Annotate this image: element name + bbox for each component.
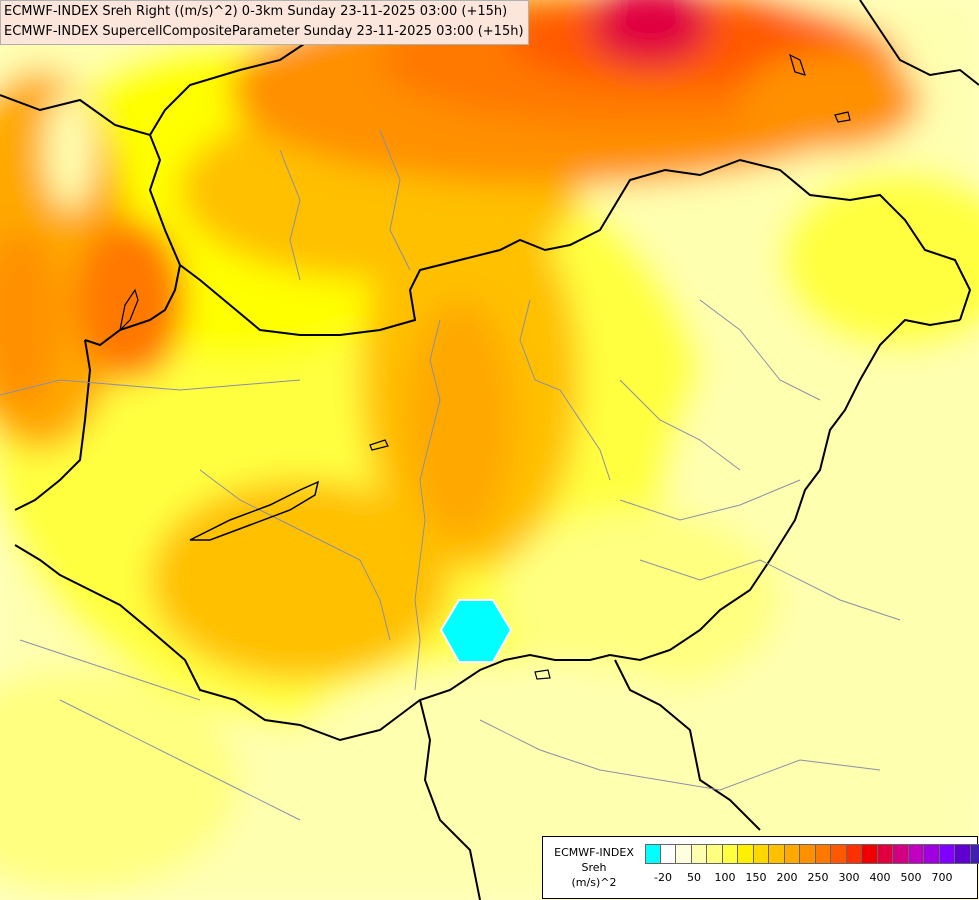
color-legend: ECMWF-INDEX Sreh (m/s)^2 -20 50 100 150 200 2…	[542, 836, 979, 899]
legend-tick-labels: -20 50 100 150 200 250 300 400 500 700	[645, 871, 967, 887]
legend-swatch	[815, 844, 831, 864]
legend-swatch	[722, 844, 738, 864]
legend-swatch	[862, 844, 878, 864]
legend-color-scale	[645, 844, 979, 864]
legend-swatch	[645, 844, 661, 864]
title-line-scp: ECMWF-INDEX SupercellCompositeParameter …	[4, 24, 524, 39]
legend-swatch	[893, 844, 909, 864]
legend-tick-label: 200	[776, 871, 798, 884]
legend-swatch	[738, 844, 754, 864]
legend-swatch	[769, 844, 785, 864]
rivers-and-regions	[0, 129, 901, 821]
legend-source: ECMWF-INDEX	[554, 846, 634, 859]
legend-swatch	[707, 844, 723, 864]
legend-swatch	[676, 844, 692, 864]
legend-swatch	[831, 844, 847, 864]
legend-swatch	[877, 844, 893, 864]
lake-outline	[119, 288, 139, 332]
title-line-sreh: ECMWF-INDEX Sreh Right ((m/s)^2) 0-3km S…	[4, 4, 508, 19]
legend-parameter: Sreh	[581, 861, 607, 874]
lake-outline	[789, 53, 806, 76]
lake-outline	[369, 439, 389, 451]
lake-outline	[834, 111, 851, 123]
legend-tick-label: 700	[931, 871, 953, 884]
scp-hexagon-marker	[439, 599, 513, 663]
legend-swatch	[753, 844, 769, 864]
legend-swatch	[784, 844, 800, 864]
legend-swatch	[660, 844, 676, 864]
legend-tick-label: 500	[900, 871, 922, 884]
legend-tick-label: 250	[807, 871, 829, 884]
legend-swatch	[924, 844, 940, 864]
lake-outline	[189, 480, 320, 541]
legend-label: ECMWF-INDEX Sreh (m/s)^2	[547, 845, 641, 890]
legend-swatch	[846, 844, 862, 864]
map-title-box: ECMWF-INDEX Sreh Right ((m/s)^2) 0-3km S…	[0, 0, 529, 45]
legend-swatch	[691, 844, 707, 864]
legend-tick-label: 50	[687, 871, 701, 884]
legend-unit: (m/s)^2	[571, 876, 617, 889]
legend-swatch	[800, 844, 816, 864]
legend-swatch	[970, 844, 979, 864]
legend-swatch	[908, 844, 924, 864]
legend-swatch	[955, 844, 971, 864]
legend-tick-label: 100	[714, 871, 736, 884]
legend-tick-label: -20	[654, 871, 672, 884]
lake-outline	[534, 669, 551, 680]
legend-tick-label: 300	[838, 871, 860, 884]
legend-swatch	[939, 844, 955, 864]
legend-tick-label: 150	[745, 871, 767, 884]
legend-tick-label: 400	[869, 871, 891, 884]
